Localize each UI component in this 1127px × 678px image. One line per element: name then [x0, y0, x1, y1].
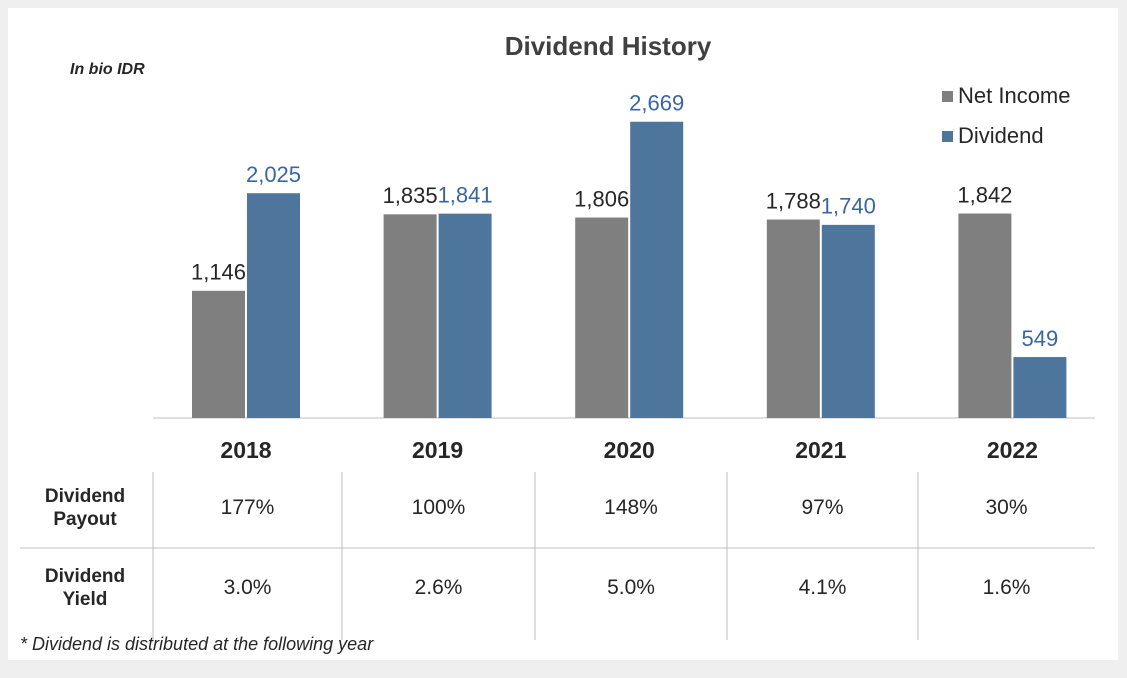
legend-label: Net Income — [958, 83, 1071, 108]
footnote: * Dividend is distributed at the followi… — [20, 634, 374, 654]
table-cell: 5.0% — [607, 576, 655, 599]
legend-swatch — [942, 131, 953, 142]
bar — [383, 214, 437, 418]
value-label: 1,841 — [438, 182, 493, 207]
table-cell: 148% — [604, 496, 658, 519]
value-label: 1,788 — [766, 188, 821, 213]
value-label: 1,806 — [574, 186, 629, 211]
value-label: 2,025 — [246, 162, 301, 187]
table-cell: 4.1% — [798, 576, 847, 599]
value-label: 1,835 — [383, 183, 438, 208]
x-tick-label: 2019 — [412, 437, 463, 463]
x-tick-label: 2018 — [220, 437, 271, 463]
table-cell: 1.6% — [982, 576, 1031, 599]
bar — [958, 213, 1012, 418]
table-cell: 97% — [801, 496, 844, 519]
table-cell: 100% — [411, 496, 466, 519]
table-cell: 30% — [985, 496, 1028, 519]
bar — [1013, 357, 1067, 418]
value-label: 1,842 — [957, 182, 1012, 207]
value-label: 2,669 — [629, 91, 684, 116]
bar — [575, 217, 629, 418]
table-cell: 2.6% — [414, 576, 463, 599]
bar — [192, 290, 245, 418]
bar — [247, 193, 300, 418]
legend-label: Dividend — [958, 123, 1044, 148]
value-label: 549 — [1022, 326, 1059, 351]
row-label: Dividend Payout — [44, 486, 126, 530]
unit-note: In bio IDR — [70, 61, 145, 78]
chart: Dividend History In bio IDR * Dividend i… — [20, 31, 1095, 654]
row-label: Dividend Yield — [44, 566, 126, 610]
value-label: 1,740 — [821, 194, 876, 219]
x-tick-label: 2022 — [987, 437, 1038, 463]
x-tick-label: 2020 — [604, 437, 655, 463]
chart-title: Dividend History — [505, 31, 712, 61]
table-cell: 177% — [220, 496, 275, 519]
table-cell: 3.0% — [223, 576, 272, 599]
legend-swatch — [942, 91, 953, 102]
bar — [630, 121, 684, 418]
x-tick-label: 2021 — [795, 437, 846, 463]
value-label: 1,146 — [191, 260, 246, 285]
bar — [438, 213, 492, 418]
bar — [821, 224, 875, 418]
panel: Dividend History In bio IDR * Dividend i… — [8, 8, 1118, 660]
bar — [766, 219, 820, 418]
